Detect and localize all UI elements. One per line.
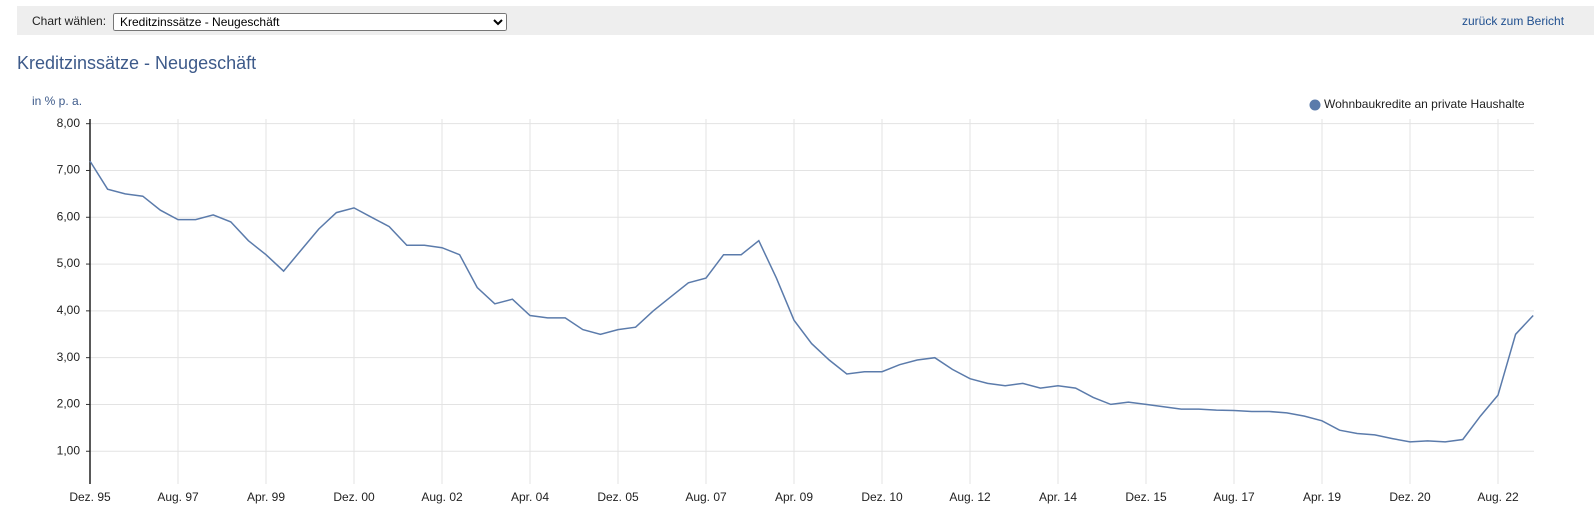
x-tick-label: Apr. 04 <box>511 490 549 504</box>
x-tick-label: Dez. 10 <box>861 490 903 504</box>
x-tick-label: Dez. 20 <box>1389 490 1431 504</box>
y-tick-label: 2,00 <box>57 397 81 411</box>
x-tick-label: Aug. 22 <box>1477 490 1519 504</box>
x-tick-label: Apr. 99 <box>247 490 285 504</box>
x-tick-label: Aug. 07 <box>685 490 727 504</box>
select-label: Chart wählen: <box>32 14 107 28</box>
y-tick-label: 4,00 <box>57 303 81 317</box>
y-tick-label: 5,00 <box>57 256 81 270</box>
line <box>89 160 1534 443</box>
y-tick-label: 8,00 <box>57 116 81 130</box>
y-tick-label: 3,00 <box>57 350 81 364</box>
back-link[interactable]: zurück zum Bericht <box>1462 14 1565 28</box>
x-tick-label: Apr. 09 <box>775 490 813 504</box>
chart-select[interactable]: Kreditzinssätze - Neugeschäft <box>113 13 507 31</box>
toolbar: Chart wählen: Kreditzinssätze - Neugesch… <box>17 6 1594 35</box>
x-tick-label: Aug. 12 <box>949 490 991 504</box>
x-tick-label: Apr. 19 <box>1303 490 1341 504</box>
x-tick-label: Dez. 15 <box>1125 490 1167 504</box>
y-tick-label: 6,00 <box>57 209 81 223</box>
legend-marker <box>1309 99 1321 111</box>
x-tick-label: Dez. 95 <box>69 490 111 504</box>
y-tick-label: 1,00 <box>57 443 81 457</box>
x-tick-label: Aug. 02 <box>421 490 463 504</box>
x-tick-label: Dez. 00 <box>333 490 375 504</box>
chart-title: Kreditzinssätze - Neugeschäft <box>17 53 257 73</box>
x-tick-label: Aug. 17 <box>1213 490 1255 504</box>
y-axis-label: in % p. a. <box>32 94 82 108</box>
x-tick-label: Aug. 97 <box>157 490 199 504</box>
x-tick-label: Dez. 05 <box>597 490 639 504</box>
x-tick-label: Apr. 14 <box>1039 490 1077 504</box>
y-tick-label: 7,00 <box>57 163 81 177</box>
legend-label: Wohnbaukredite an private Haushalte <box>1324 97 1525 111</box>
